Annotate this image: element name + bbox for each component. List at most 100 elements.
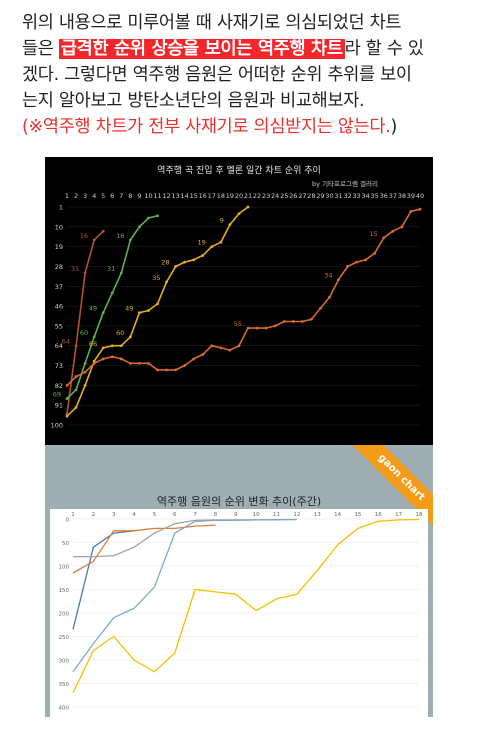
- x-tick-label: 16: [375, 512, 382, 518]
- series-point: [183, 260, 187, 264]
- series-point: [65, 383, 69, 387]
- x-tick-label: 33: [353, 192, 361, 200]
- x-tick-label: 8: [214, 512, 218, 518]
- x-tick-label: 7: [193, 512, 197, 518]
- x-tick-label: 12: [162, 192, 170, 200]
- note-paren-open: (: [22, 117, 29, 137]
- y-tick-label: 1: [59, 204, 63, 212]
- y-tick-label: 350: [59, 682, 70, 688]
- y-tick-label: 55: [55, 322, 63, 330]
- y-tick-label: 10: [55, 223, 63, 231]
- series-point: [237, 344, 241, 348]
- x-tick-label: 32: [343, 192, 351, 200]
- series-point: [83, 370, 87, 374]
- series-point: [210, 245, 214, 249]
- series-point: [355, 260, 359, 264]
- x-tick-label: 23: [262, 192, 270, 200]
- x-tick-label: 1: [65, 192, 69, 200]
- data-label: 16: [116, 232, 124, 240]
- x-tick-label: 11: [273, 512, 280, 518]
- x-tick-label: 14: [181, 192, 189, 200]
- x-tick-label: 29: [316, 192, 324, 200]
- data-label: 16: [80, 232, 88, 240]
- x-tick-label: 35: [371, 192, 379, 200]
- series-point: [228, 348, 232, 352]
- melon-daily-rank-chart: 역주행 곡 진입 후 멜론 일간 차트 순위 추이 by 기타프로그램 갤러리 …: [45, 157, 433, 445]
- data-label: 55: [234, 320, 242, 328]
- y-tick-label: 250: [59, 635, 70, 641]
- series-point: [83, 271, 87, 275]
- series-point: [110, 344, 114, 348]
- series-point: [92, 359, 96, 363]
- x-tick-label: 24: [271, 192, 279, 200]
- y-tick-label: 100: [51, 422, 63, 430]
- x-tick-label: 25: [280, 192, 288, 200]
- series-point: [382, 236, 386, 240]
- data-label: 64: [62, 338, 70, 346]
- y-tick-label: 46: [55, 303, 63, 311]
- series-point: [65, 397, 69, 400]
- series-point: [147, 309, 150, 312]
- article-line-2-prefix: 들은: [22, 39, 59, 59]
- y-tick-label: 28: [55, 263, 63, 271]
- data-label: 34: [324, 272, 332, 280]
- x-tick-label: 19: [226, 192, 234, 200]
- series-point: [138, 311, 141, 315]
- article-line-2: 들은 급격한 순위 상승을 보이는 역주행 차트 라 할 수 있: [22, 36, 462, 62]
- series-point: [119, 357, 123, 361]
- series-point: [291, 320, 295, 323]
- note-text: ※역주행 차트가 전부 사재기로 의심받지는 않는다.: [28, 117, 391, 137]
- series-point: [110, 355, 114, 359]
- x-tick-label: 8: [128, 192, 132, 200]
- series-point: [156, 302, 159, 306]
- series-point: [83, 361, 87, 365]
- series-point: [147, 361, 150, 365]
- gaon-weekly-chart-panel: gaon chart 역주행 음원의 순위 변화 추이(주간) 0 50 100 15…: [45, 445, 433, 717]
- highlight-text: 급격한 순위 상승을 보이는 역주행 차트: [58, 39, 345, 59]
- article-text: 위의 내용으로 미루어볼 때 사재기로 의심되었던 차트 들은 급격한 순위 상…: [22, 10, 462, 140]
- series-point: [264, 326, 268, 330]
- chart1-subtitle: by 기타프로그램 갤러리: [312, 179, 378, 188]
- series-point: [237, 212, 241, 216]
- chart1-title: 역주행 곡 진입 후 멜론 일간 차트 순위 추이: [157, 164, 321, 176]
- x-tick-label: 16: [199, 192, 207, 200]
- x-tick-label: 2: [92, 512, 96, 518]
- x-tick-label: 17: [395, 512, 402, 518]
- data-label: 28: [161, 258, 169, 266]
- series-point: [74, 375, 78, 378]
- x-tick-label: 36: [380, 192, 388, 200]
- series-point: [128, 238, 132, 242]
- x-tick-label: 6: [110, 192, 114, 200]
- y-tick-label: 100: [59, 565, 70, 571]
- y-tick-label: 64: [55, 342, 63, 350]
- x-tick-label: 13: [314, 512, 321, 518]
- y-tick-label: 91: [55, 402, 63, 410]
- y-tick-label: 200: [59, 612, 70, 618]
- series-point: [83, 383, 87, 387]
- y-tick-label: 37: [55, 283, 63, 291]
- x-tick-label: 12: [293, 512, 300, 518]
- series-point: [174, 265, 178, 268]
- series-point: [156, 368, 159, 372]
- series-point: [201, 353, 205, 356]
- article-note: (※역주행 차트가 전부 사재기로 의심받지는 않는다.): [22, 114, 462, 140]
- data-label: 19: [198, 239, 206, 247]
- x-tick-label: 40: [416, 192, 424, 200]
- series-point: [273, 324, 277, 328]
- note-paren-close: ): [390, 117, 398, 137]
- y-tick-label: 150: [59, 588, 70, 594]
- x-tick-label: 5: [153, 512, 157, 518]
- series-point: [309, 317, 313, 321]
- x-tick-label: 14: [334, 512, 341, 518]
- x-tick-label: 11: [153, 192, 161, 200]
- series-point: [418, 207, 422, 211]
- series-point: [74, 405, 78, 409]
- chart-figure: 역주행 곡 진입 후 멜론 일간 차트 순위 추이 by 기타프로그램 갤러리 …: [45, 157, 433, 717]
- series-point: [282, 320, 286, 323]
- series-point: [128, 335, 132, 339]
- x-tick-label: 28: [307, 192, 315, 200]
- series-point: [92, 238, 96, 242]
- series-point: [128, 361, 132, 365]
- data-label: 66: [89, 340, 97, 348]
- series-point: [210, 344, 214, 348]
